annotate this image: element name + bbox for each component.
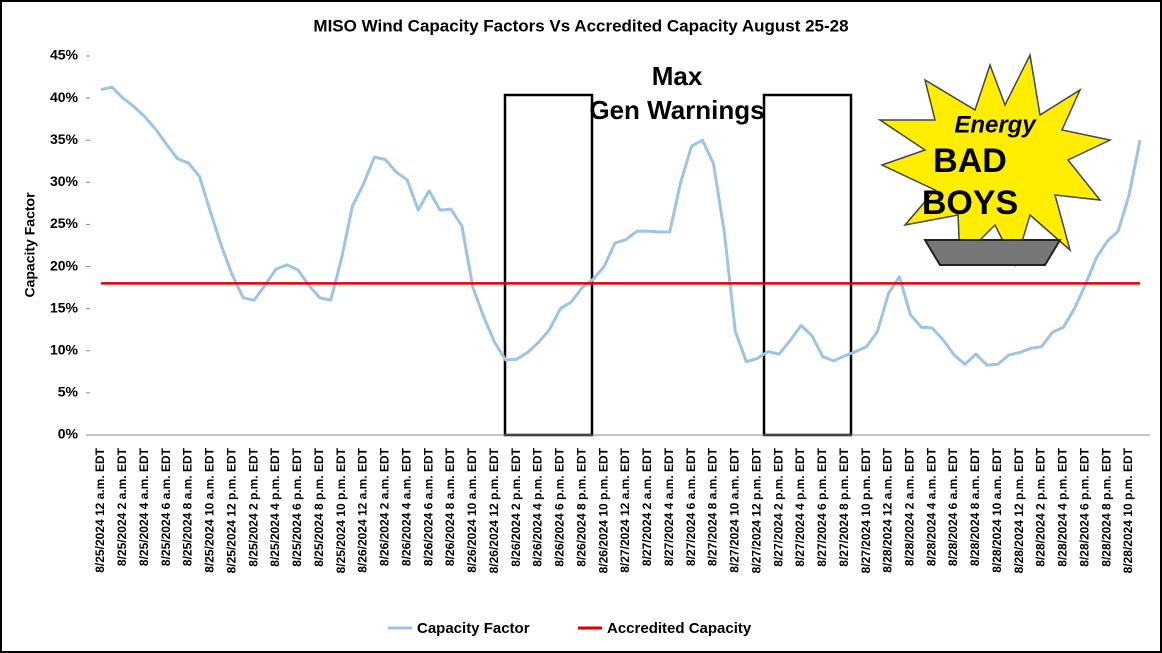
legend-label: Capacity Factor (417, 620, 530, 637)
x-tick-label: 8/27/2024 10 p.m. EDT (859, 447, 873, 573)
logo: Energy BAD BOYS (877, 52, 1113, 268)
x-tick-label: 8/27/2024 12 a.m. EDT (618, 447, 632, 572)
x-tick-label: 8/26/2024 8 p.m. EDT (574, 447, 588, 566)
x-tick-label: 8/28/2024 10 a.m. EDT (990, 447, 1004, 572)
annotation-line: Gen Warnings (589, 95, 764, 125)
x-tick-label: 8/25/2024 2 a.m. EDT (115, 447, 129, 566)
y-tick-label: 45% (50, 47, 79, 63)
x-tick-label: 8/27/2024 6 p.m. EDT (815, 447, 829, 566)
x-tick-label: 8/26/2024 10 p.m. EDT (596, 447, 610, 573)
y-axis-label: Capacity Factor (22, 192, 38, 298)
x-tick-label: 8/25/2024 10 a.m. EDT (203, 447, 217, 572)
y-tick-label: 40% (50, 89, 79, 105)
x-tick-label: 8/27/2024 12 p.m. EDT (749, 447, 763, 573)
x-tick-label: 8/25/2024 2 p.m. EDT (246, 447, 260, 566)
logo-text: Energy (954, 111, 1037, 138)
x-tick-label: 8/26/2024 8 a.m. EDT (443, 447, 457, 566)
x-tick-label: 8/26/2024 12 a.m. EDT (356, 447, 370, 572)
chart-title: MISO Wind Capacity Factors Vs Accredited… (313, 16, 848, 35)
x-tick-label: 8/28/2024 6 a.m. EDT (946, 447, 960, 566)
x-tick-label: 8/26/2024 6 p.m. EDT (553, 447, 567, 566)
x-tick-label: 8/25/2024 8 p.m. EDT (312, 447, 326, 566)
x-tick-label: 8/26/2024 4 a.m. EDT (399, 447, 413, 566)
x-tick-label: 8/28/2024 2 p.m. EDT (1034, 447, 1048, 566)
annotation-line: Max (652, 61, 703, 91)
x-tick-label: 8/28/2024 8 a.m. EDT (968, 447, 982, 566)
x-tick-label: 8/25/2024 4 a.m. EDT (137, 447, 151, 566)
x-tick-label: 8/28/2024 12 p.m. EDT (1012, 447, 1026, 573)
y-tick-label: 15% (50, 299, 79, 315)
x-tick-label: 8/27/2024 8 p.m. EDT (837, 447, 851, 566)
series-line (100, 85, 1142, 367)
x-tick-label: 8/25/2024 8 a.m. EDT (181, 447, 195, 566)
x-tick-label: 8/28/2024 12 a.m. EDT (881, 447, 895, 572)
x-tick-label: 8/25/2024 12 p.m. EDT (224, 447, 238, 573)
x-tick-label: 8/26/2024 2 a.m. EDT (378, 447, 392, 566)
y-tick-label: 10% (50, 341, 79, 357)
x-tick-label: 8/26/2024 2 p.m. EDT (509, 447, 523, 566)
y-tick-label: 25% (50, 215, 79, 231)
annotation: Max Gen Warnings (589, 61, 764, 125)
logo-text: BOYS (922, 184, 1018, 222)
x-tick-label: 8/27/2024 4 p.m. EDT (793, 447, 807, 566)
y-tick-label: 30% (50, 173, 79, 189)
x-tick-label: 8/25/2024 6 p.m. EDT (290, 447, 304, 566)
x-tick-label: 8/25/2024 10 p.m. EDT (334, 447, 348, 573)
x-tick-label: 8/26/2024 4 p.m. EDT (531, 447, 545, 566)
x-tick-label: 8/27/2024 6 a.m. EDT (684, 447, 698, 566)
y-tick-label: 35% (50, 131, 79, 147)
x-tick-label: 8/27/2024 8 a.m. EDT (706, 447, 720, 566)
x-tick-label: 8/26/2024 6 a.m. EDT (421, 447, 435, 566)
y-tick-label: 5% (58, 384, 79, 400)
x-tick-label: 8/28/2024 8 p.m. EDT (1099, 447, 1113, 566)
x-tick-label: 8/28/2024 4 p.m. EDT (1056, 447, 1070, 566)
y-tick-label: 0% (58, 426, 79, 442)
x-tick-label: 8/27/2024 2 a.m. EDT (640, 447, 654, 566)
x-tick-label: 8/27/2024 10 a.m. EDT (728, 447, 742, 572)
x-tick-label: 8/28/2024 2 a.m. EDT (902, 447, 916, 566)
y-tick-label: 20% (50, 257, 79, 273)
logo-base (923, 239, 1062, 266)
logo-text: BAD (933, 142, 1007, 180)
x-tick-label: 8/28/2024 6 p.m. EDT (1077, 447, 1091, 566)
x-tick-label: 8/28/2024 10 p.m. EDT (1121, 447, 1135, 573)
x-tick-label: 8/25/2024 12 a.m. EDT (93, 447, 107, 572)
x-tick-label: 8/28/2024 4 a.m. EDT (924, 447, 938, 566)
x-tick-label: 8/26/2024 12 p.m. EDT (487, 447, 501, 573)
x-tick-label: 8/25/2024 6 a.m. EDT (159, 447, 173, 566)
x-tick-label: 8/26/2024 10 a.m. EDT (465, 447, 479, 572)
x-tick-label: 8/25/2024 4 p.m. EDT (268, 447, 282, 566)
x-tick-label: 8/27/2024 2 p.m. EDT (771, 447, 785, 566)
x-tick-label: 8/27/2024 4 a.m. EDT (662, 447, 676, 566)
legend-label: Accredited Capacity (607, 620, 752, 637)
